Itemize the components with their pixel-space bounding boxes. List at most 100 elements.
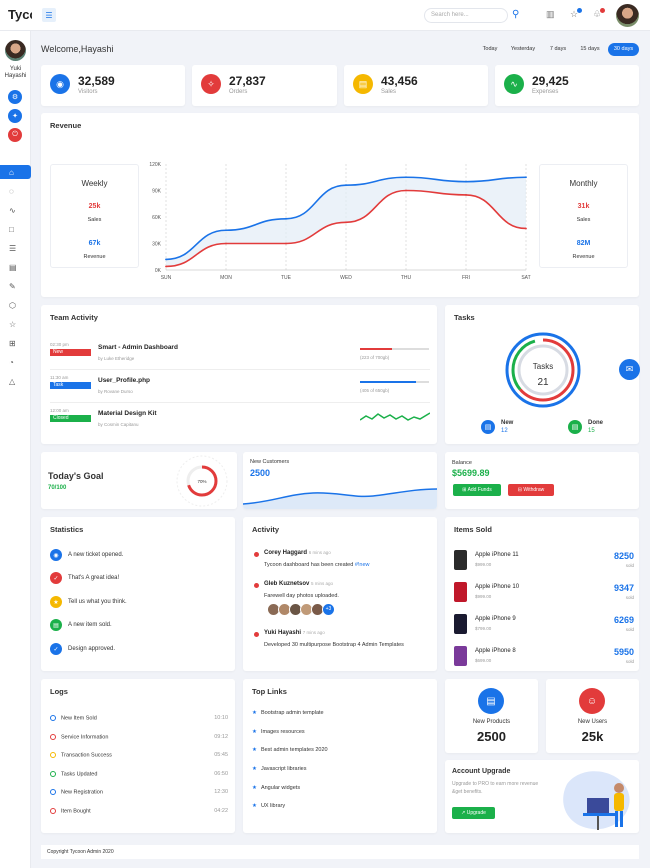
table-row[interactable]: 12:00 am Closed Material Design Kit by C…	[50, 408, 430, 438]
upgrade-button[interactable]: ↗ Upgrade	[452, 807, 495, 819]
calendar-icon[interactable]: ▥	[546, 9, 555, 19]
nav-calendar[interactable]: □	[0, 222, 31, 236]
revenue-title: Revenue	[50, 121, 82, 130]
list-item[interactable]: Apple iPhone 8 $699.00 5950 sold	[454, 644, 634, 668]
list-item[interactable]: Apple iPhone 9 $799.00 6269 sold	[454, 612, 634, 636]
status-ring	[50, 734, 56, 740]
chat-button[interactable]: ✉	[619, 359, 640, 380]
status-ring	[50, 808, 56, 814]
add-funds-button[interactable]: ⊞ Add Funds	[453, 484, 501, 496]
activity-card: Activity Corey Haggard 6 mins ago Tycoon…	[243, 517, 437, 671]
link-item[interactable]: ★ Images resources	[252, 729, 305, 735]
withdraw-button[interactable]: ⊟ Withdraw	[508, 484, 554, 496]
activity-tag[interactable]: #!new	[354, 562, 370, 568]
log-time: 10:10	[214, 715, 228, 721]
menu-toggle-button[interactable]: ☰	[42, 8, 56, 22]
chat-icon: ✉	[625, 364, 634, 374]
loader-icon: ◌	[9, 186, 14, 196]
nav-charts[interactable]: ∿	[0, 203, 31, 217]
data-point	[405, 189, 407, 192]
nav-box[interactable]: ⬡	[0, 298, 31, 312]
data-point	[465, 194, 467, 196]
user-first-name: Yuki	[9, 66, 22, 72]
range-15-days[interactable]: 15 days	[580, 46, 600, 52]
range-30-days[interactable]: 30 days	[608, 43, 639, 56]
list-item[interactable]: Apple iPhone 10 $999.00 9347 sold	[454, 580, 634, 604]
logo[interactable]: Tycoon	[8, 7, 32, 22]
data-point	[345, 221, 347, 224]
home-icon: ⌂	[9, 167, 14, 177]
item-name: Apple iPhone 9	[475, 616, 516, 622]
statistics-title: Statistics	[50, 525, 84, 534]
nav-layers[interactable]: ☰	[0, 241, 31, 255]
link-item[interactable]: ★ Bootstrap admin template	[252, 710, 324, 716]
weekly-revenue: 67k	[88, 240, 101, 247]
nav-favorites[interactable]: ☆	[0, 317, 31, 331]
link-item[interactable]: ★ Javascript libraries	[252, 766, 306, 772]
data-point	[285, 217, 287, 220]
user-avatar[interactable]	[5, 40, 26, 61]
new-users-label: New Users	[577, 719, 608, 725]
phone-image	[454, 646, 467, 666]
bag-icon: ▤	[50, 619, 62, 631]
list-item: ◉ A new ticket opened.	[50, 549, 123, 561]
user-name: Yuki Hayashi	[0, 66, 31, 80]
nav-book[interactable]: ▤	[0, 260, 31, 274]
link-text[interactable]: Javascript libraries	[260, 766, 307, 772]
more-photos-badge[interactable]: +3	[322, 603, 335, 616]
avatar[interactable]	[616, 4, 639, 27]
withdraw-label: Withdraw	[523, 487, 545, 493]
link-item[interactable]: ★ Angular widgets	[252, 785, 300, 791]
power-button[interactable]: ⏻	[8, 128, 22, 142]
activity-name: Corey Haggard 6 mins ago	[264, 550, 331, 556]
link-text[interactable]: Images resources	[260, 729, 305, 735]
star-icon: ★	[252, 803, 257, 809]
divider	[50, 402, 430, 403]
top-links-title: Top Links	[252, 687, 287, 696]
range-yesterday[interactable]: Yesterday	[510, 46, 536, 52]
link-text[interactable]: Best admin templates 2020	[260, 747, 328, 753]
done-tasks-value: 15	[588, 428, 595, 434]
star-icon[interactable]: ☆	[570, 9, 579, 19]
team-activity-title: Team Activity	[50, 313, 98, 322]
search-icon[interactable]: ⚲	[512, 9, 520, 20]
upgrade-illustration	[563, 771, 630, 830]
nav-pie[interactable]: ◔	[0, 355, 31, 369]
log-time: 09:12	[214, 734, 228, 740]
bell-icon[interactable]: ♧	[593, 9, 602, 19]
link-item[interactable]: ★ Best admin templates 2020	[252, 747, 328, 753]
range-today[interactable]: Today	[482, 46, 498, 52]
user-icon: ☺	[579, 688, 605, 714]
new-tasks-value: 12	[501, 428, 508, 434]
list-item[interactable]: Apple iPhone 11 $999.00 8250 sold	[454, 548, 634, 572]
x-tick-label: FRI	[462, 275, 470, 281]
twitter-button[interactable]: ✦	[8, 109, 22, 123]
link-text[interactable]: Bootstrap admin template	[260, 710, 324, 716]
activity-desc: Farewell day photos uploaded.	[264, 593, 339, 599]
link-text[interactable]: UX library	[260, 803, 286, 809]
cube-icon: ⬡	[9, 300, 16, 310]
table-row[interactable]: 02:30 pm New Smart - Admin Dashboard by …	[50, 342, 430, 372]
project-owner: by Rovane Durso	[98, 389, 133, 394]
range-7-days[interactable]: 7 days	[549, 46, 567, 52]
project-owner: by Luke Etheridge	[98, 356, 135, 361]
table-row[interactable]: 11:30 am Task User_Profile.php by Rovane…	[50, 375, 430, 405]
log-item: New Item Sold 10:10	[50, 715, 228, 721]
settings-button[interactable]: ⚙	[8, 90, 22, 104]
new-users-card: ☺ New Users 25k	[546, 679, 639, 753]
nav-grid[interactable]: ⊞	[0, 336, 31, 350]
sidebar: Yuki Hayashi ⚙ ✦ ⏻ ⌂ ◌ ∿ □ ☰ ▤ ✎ ⬡ ☆ ⊞ ◔ …	[0, 31, 31, 868]
activity-user: Yuki Hayashi	[264, 630, 302, 636]
nav-spinner[interactable]: ◌	[0, 184, 31, 198]
link-text[interactable]: Angular widgets	[260, 785, 301, 791]
nav-bag[interactable]: △	[0, 374, 31, 388]
link-item[interactable]: ★ UX library	[252, 803, 285, 809]
activity-dot	[254, 583, 259, 588]
phone-image	[454, 614, 467, 634]
item-price: $999.00	[475, 594, 492, 599]
item-qty: 8250	[613, 551, 634, 561]
nav-home[interactable]: ⌂	[0, 165, 31, 179]
search-input[interactable]: Search here...	[424, 8, 508, 23]
nav-edit[interactable]: ✎	[0, 279, 31, 293]
item-sold-label: sold	[625, 627, 634, 632]
